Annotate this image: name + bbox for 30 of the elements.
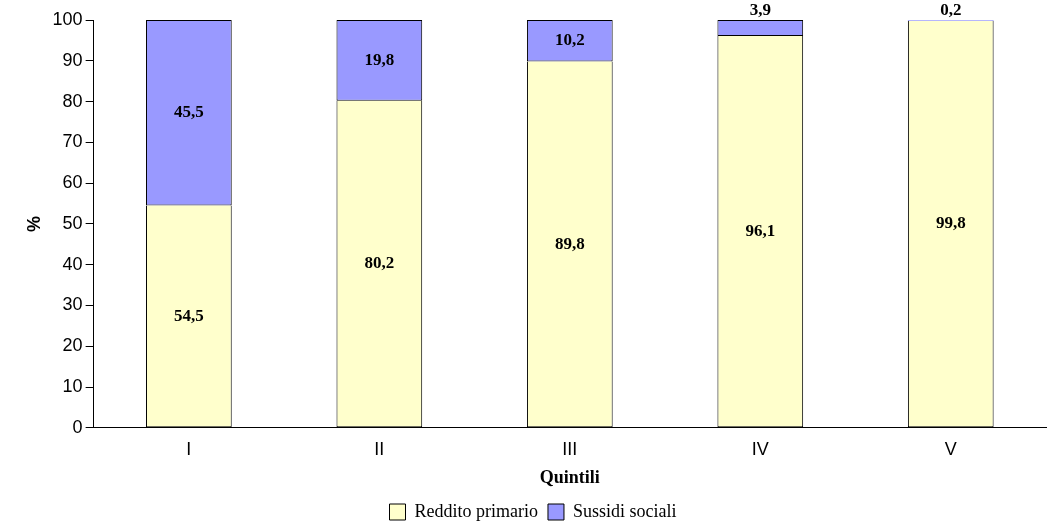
data-label: 10,2	[554, 30, 585, 50]
y-tick-label: 20	[62, 335, 83, 356]
x-tick-label: IV	[751, 438, 769, 459]
x-tick-label: V	[944, 438, 957, 459]
data-label: 80,2	[364, 253, 395, 273]
y-tick-label: 10	[62, 375, 83, 396]
data-label: 54,5	[173, 305, 204, 325]
y-tick-label: 60	[62, 172, 83, 193]
y-tick-label: 40	[62, 253, 83, 274]
y-tick-label: 0	[72, 416, 83, 437]
legend-label: Reddito primario	[414, 500, 538, 521]
y-tick-label: 100	[52, 8, 83, 29]
y-tick-label: 80	[62, 90, 83, 111]
y-tick-label: 70	[62, 131, 83, 152]
x-tick-label: II	[374, 438, 385, 459]
data-label: 3,9	[749, 0, 771, 20]
y-tick-label: 90	[62, 49, 83, 70]
y-tick-label: 30	[62, 294, 83, 315]
y-tick-label: 50	[62, 212, 83, 233]
data-label: 19,8	[364, 49, 395, 69]
data-label: 96,1	[745, 220, 776, 240]
x-tick-label: III	[562, 438, 578, 459]
legend-label: Sussidi sociali	[572, 500, 677, 521]
y-axis-title: %	[23, 215, 44, 232]
data-label: 0,2	[940, 0, 962, 20]
data-label: 89,8	[554, 233, 585, 253]
x-tick-label: I	[186, 438, 192, 459]
x-axis-title: Quintili	[539, 466, 600, 487]
data-label: 45,5	[173, 102, 204, 122]
data-label: 99,8	[935, 213, 966, 233]
